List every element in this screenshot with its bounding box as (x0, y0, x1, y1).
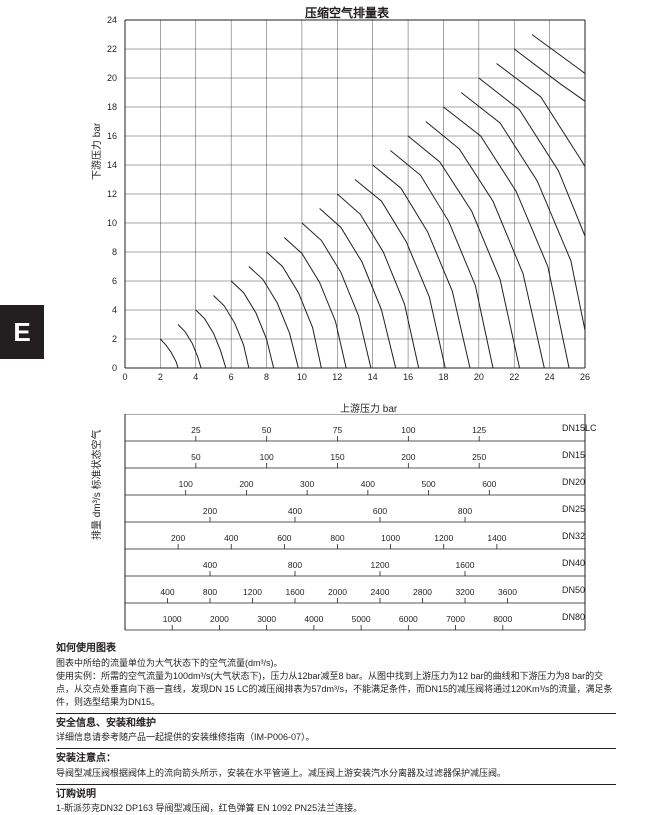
svg-text:18: 18 (438, 372, 448, 380)
svg-text:0: 0 (112, 363, 117, 373)
svg-text:2: 2 (158, 372, 163, 380)
svg-text:6: 6 (112, 276, 117, 286)
svg-text:800: 800 (288, 560, 302, 570)
svg-text:16: 16 (107, 131, 117, 141)
svg-text:250: 250 (472, 452, 486, 462)
flow-chart: 0246810121416182022242602468101214161820… (0, 0, 652, 380)
svg-text:1600: 1600 (286, 587, 305, 597)
para-usage-2: 使用实例：所需的空气流量为100dm³/s(大气状态下)，压力从12bar减至8… (56, 671, 613, 707)
svg-text:1400: 1400 (487, 533, 506, 543)
svg-text:400: 400 (224, 533, 238, 543)
heading-order: 订购说明 (56, 789, 96, 800)
svg-text:600: 600 (373, 506, 387, 516)
svg-text:300: 300 (300, 479, 314, 489)
svg-text:200: 200 (171, 533, 185, 543)
svg-text:200: 200 (203, 506, 217, 516)
svg-text:22: 22 (107, 44, 117, 54)
separator (56, 713, 616, 714)
svg-text:6000: 6000 (399, 614, 418, 624)
svg-text:8: 8 (112, 247, 117, 257)
svg-text:DN50: DN50 (562, 585, 585, 595)
svg-text:20: 20 (474, 372, 484, 380)
svg-text:800: 800 (458, 506, 472, 516)
svg-text:1600: 1600 (456, 560, 475, 570)
footer-text: 如何使用图表 图表中所给的流量单位为大气状态下的空气流量(dm³/s)。 使用实… (56, 642, 616, 815)
svg-text:3200: 3200 (456, 587, 475, 597)
svg-text:800: 800 (203, 587, 217, 597)
svg-text:1200: 1200 (371, 560, 390, 570)
svg-text:10: 10 (297, 372, 307, 380)
svg-text:DN80: DN80 (562, 612, 585, 622)
svg-text:50: 50 (262, 425, 272, 435)
svg-text:20: 20 (107, 73, 117, 83)
svg-text:16: 16 (403, 372, 413, 380)
svg-text:DN15LC: DN15LC (562, 423, 597, 433)
svg-text:7000: 7000 (446, 614, 465, 624)
para-usage-1: 图表中所给的流量单位为大气状态下的空气流量(dm³/s)。 (56, 658, 283, 668)
svg-text:DN40: DN40 (562, 558, 585, 568)
svg-text:DN32: DN32 (562, 531, 585, 541)
para-install: 导阀型减压阀根据阀体上的流向箭头所示，安装在水平管道上。减压阀上游安装汽水分离器… (56, 768, 506, 778)
svg-text:600: 600 (482, 479, 496, 489)
svg-text:400: 400 (361, 479, 375, 489)
svg-text:200: 200 (239, 479, 253, 489)
svg-text:400: 400 (160, 587, 174, 597)
scales-y-label: 排量 dm³/s 标准状态空气 (88, 429, 103, 540)
svg-text:24: 24 (107, 15, 117, 25)
svg-text:14: 14 (107, 160, 117, 170)
svg-text:3000: 3000 (257, 614, 276, 624)
svg-text:8: 8 (264, 372, 269, 380)
svg-text:25: 25 (191, 425, 201, 435)
svg-text:125: 125 (472, 425, 486, 435)
svg-text:8000: 8000 (493, 614, 512, 624)
svg-text:24: 24 (545, 372, 555, 380)
svg-text:4: 4 (112, 305, 117, 315)
svg-text:2000: 2000 (210, 614, 229, 624)
svg-text:4: 4 (193, 372, 198, 380)
svg-text:2000: 2000 (328, 587, 347, 597)
svg-text:DN15: DN15 (562, 450, 585, 460)
svg-text:1000: 1000 (381, 533, 400, 543)
svg-text:200: 200 (401, 452, 415, 462)
svg-text:26: 26 (580, 372, 590, 380)
svg-text:2400: 2400 (371, 587, 390, 597)
heading-safety: 安全信息、安装和维护 (56, 718, 156, 729)
svg-text:18: 18 (107, 102, 117, 112)
svg-text:DN20: DN20 (562, 477, 585, 487)
svg-text:500: 500 (421, 479, 435, 489)
para-order: 1-斯派莎克DN32 DP163 导阀型减压阀，红色弹簧 EN 1092 PN2… (56, 803, 362, 813)
svg-text:100: 100 (401, 425, 415, 435)
svg-text:150: 150 (330, 452, 344, 462)
para-safety: 详细信息请参考随产品一起提供的安装维修指南（IM-P006-07）。 (56, 732, 315, 742)
separator (56, 784, 616, 785)
svg-text:0: 0 (122, 372, 127, 380)
svg-text:3600: 3600 (498, 587, 517, 597)
svg-text:75: 75 (333, 425, 343, 435)
svg-text:2: 2 (112, 334, 117, 344)
svg-text:600: 600 (277, 533, 291, 543)
x-axis-label: 上游压力 bar (340, 400, 397, 415)
svg-text:400: 400 (288, 506, 302, 516)
svg-text:14: 14 (368, 372, 378, 380)
separator (56, 748, 616, 749)
svg-text:100: 100 (260, 452, 274, 462)
svg-text:12: 12 (332, 372, 342, 380)
svg-text:DN25: DN25 (562, 504, 585, 514)
svg-text:50: 50 (191, 452, 201, 462)
svg-text:800: 800 (330, 533, 344, 543)
svg-text:2800: 2800 (413, 587, 432, 597)
svg-text:10: 10 (107, 218, 117, 228)
svg-text:1200: 1200 (243, 587, 262, 597)
svg-text:1200: 1200 (434, 533, 453, 543)
svg-text:5000: 5000 (352, 614, 371, 624)
svg-text:12: 12 (107, 189, 117, 199)
svg-text:4000: 4000 (304, 614, 323, 624)
heading-install: 安装注意点： (56, 753, 116, 764)
svg-text:22: 22 (509, 372, 519, 380)
svg-text:1000: 1000 (163, 614, 182, 624)
heading-usage: 如何使用图表 (56, 643, 116, 654)
svg-text:100: 100 (179, 479, 193, 489)
svg-text:400: 400 (203, 560, 217, 570)
svg-text:6: 6 (229, 372, 234, 380)
